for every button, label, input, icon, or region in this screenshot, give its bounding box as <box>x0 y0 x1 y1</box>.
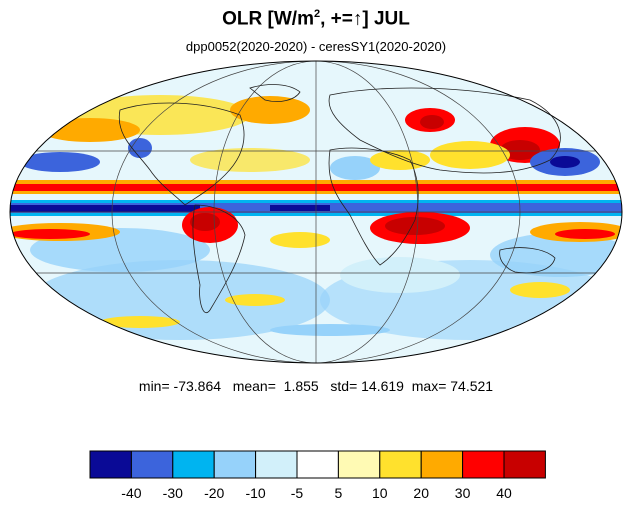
mean-value: 1.855 <box>283 378 319 394</box>
colorbar-tick-label: -5 <box>291 485 304 500</box>
max-label: max= <box>411 378 447 394</box>
title-main: OLR [W/m <box>222 8 314 30</box>
map-border <box>9 60 623 364</box>
colorbar-tick-label: -30 <box>163 485 183 500</box>
colorbar-box <box>337 450 381 479</box>
colorbar-box <box>379 450 422 479</box>
colorbar-tick-label: 5 <box>335 485 343 500</box>
colorbar-tick-label: -10 <box>245 485 265 500</box>
title-superscript: 2 <box>313 8 321 20</box>
colorbar-tick-label: 30 <box>455 485 471 500</box>
colorbar-tick-label: 40 <box>496 485 512 500</box>
colorbar-tick-label: -20 <box>204 485 224 500</box>
up-arrow-icon: ↑ <box>352 8 363 30</box>
colorbar-box <box>420 450 464 479</box>
graticule <box>10 61 622 363</box>
chart-title: OLR [W/m2, +=↑] JUL <box>0 8 632 30</box>
colorbar-box <box>213 450 257 479</box>
chart-subtitle: dpp0052(2020-2020) - ceresSY1(2020-2020) <box>185 39 447 54</box>
title-tail: ] JUL <box>362 8 410 30</box>
colorbar-box <box>462 450 505 479</box>
colorbar-boxes <box>89 450 546 479</box>
title-rest: , += <box>320 8 353 30</box>
colorbar-box <box>89 450 132 479</box>
world-map-mollweide <box>9 60 623 364</box>
colorbar-box <box>172 450 215 479</box>
colorbar-tick-label: 20 <box>413 485 429 500</box>
std-label: std= <box>330 378 358 394</box>
colorbar-box <box>503 450 546 479</box>
min-label: min= <box>138 378 170 394</box>
coastlines <box>118 84 561 313</box>
mean-label: mean= <box>232 378 276 394</box>
max-value: 74.521 <box>450 378 494 394</box>
colorbar-tick-label: 10 <box>372 485 388 500</box>
colorbar-box <box>255 450 298 479</box>
statistics-line: min= -73.864 mean= 1.855 std= 14.619 max… <box>0 378 632 394</box>
min-value: -73.864 <box>173 378 222 394</box>
colorbar-box <box>130 450 174 479</box>
std-value: 14.619 <box>361 378 404 394</box>
colorbar: -40 -30 -20 -10 -5 5 10 20 30 40 <box>89 450 546 500</box>
colorbar-box <box>296 450 339 479</box>
colorbar-labels: -40 -30 -20 -10 -5 5 10 20 30 40 <box>121 485 512 500</box>
colorbar-tick-label: -40 <box>121 485 141 500</box>
